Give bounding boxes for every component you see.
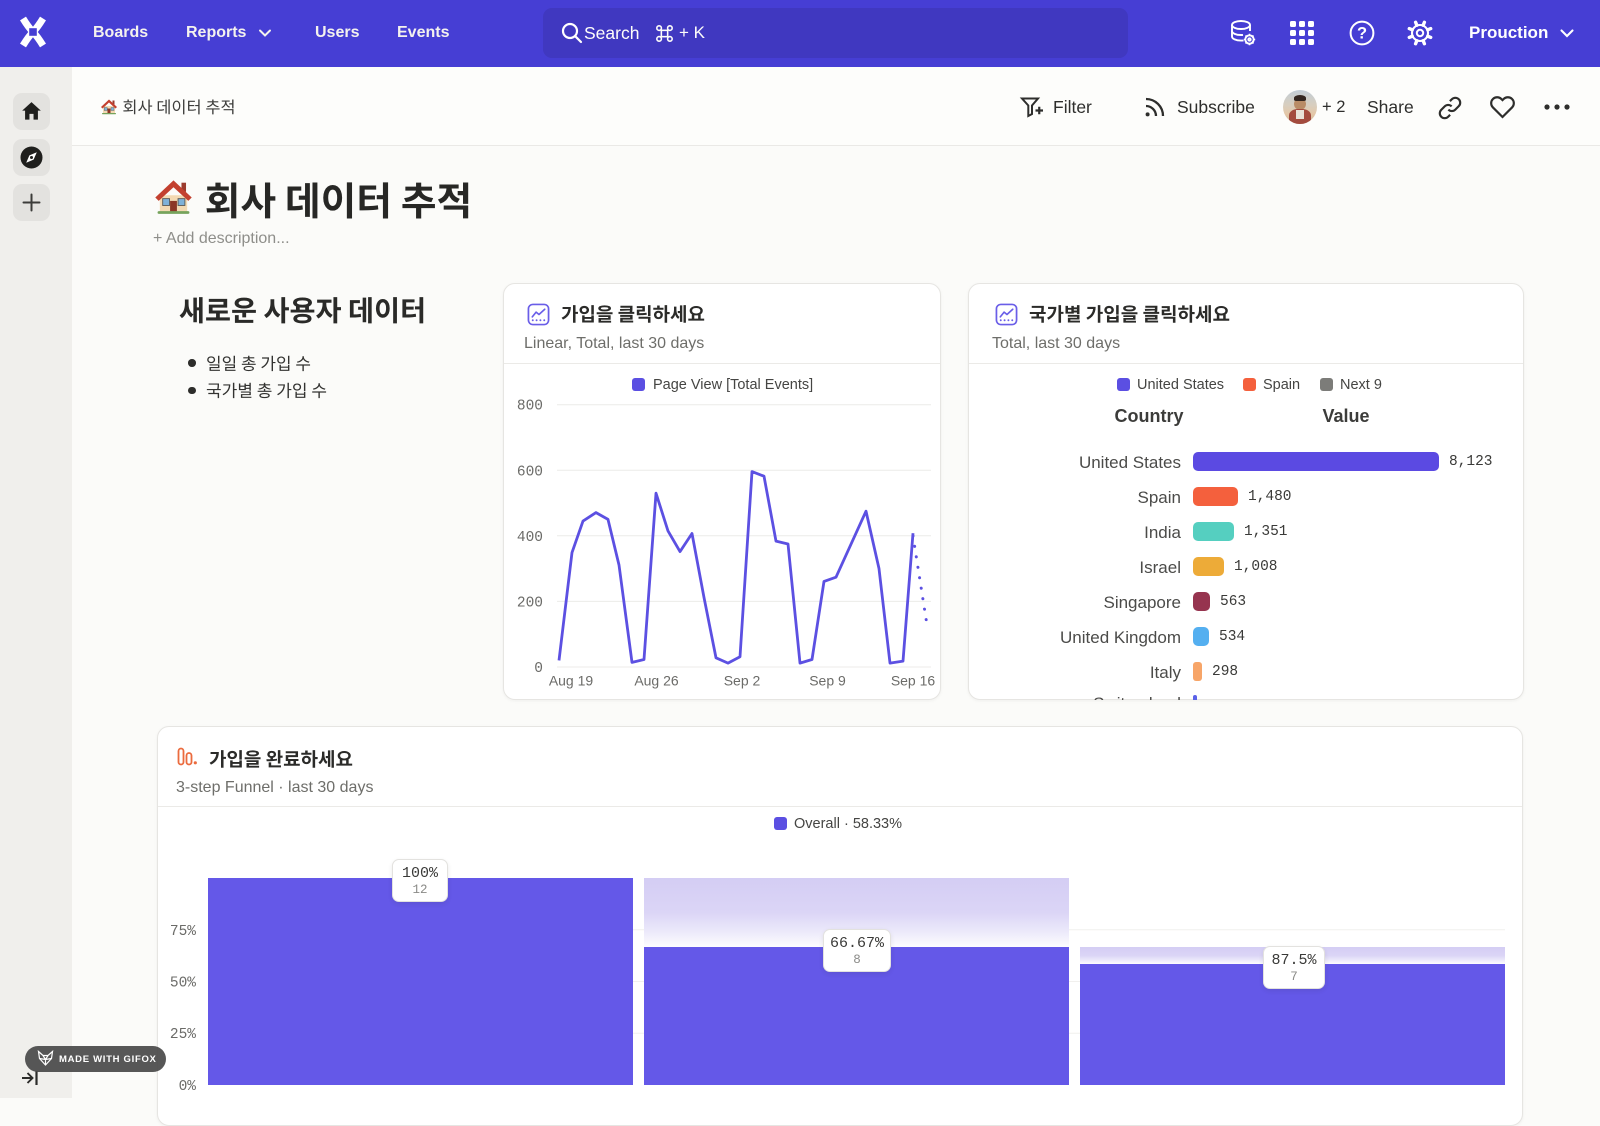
svg-text:Aug 26: Aug 26 [634,673,679,689]
svg-text:?: ? [1357,24,1367,42]
svg-text:200: 200 [517,595,543,611]
svg-text:Aug 19: Aug 19 [549,673,594,689]
svg-text:800: 800 [517,399,543,415]
svg-text:Sep 2: Sep 2 [724,673,761,689]
svg-text:600: 600 [517,464,543,480]
svg-text:400: 400 [517,530,543,546]
svg-text:0: 0 [534,661,543,677]
svg-text:Sep 9: Sep 9 [809,673,846,689]
svg-text:0%: 0% [179,1079,197,1095]
svg-text:Sep 16: Sep 16 [891,673,936,689]
svg-text:25%: 25% [170,1027,196,1043]
svg-text:50%: 50% [170,976,196,992]
svg-text:75%: 75% [170,924,196,940]
